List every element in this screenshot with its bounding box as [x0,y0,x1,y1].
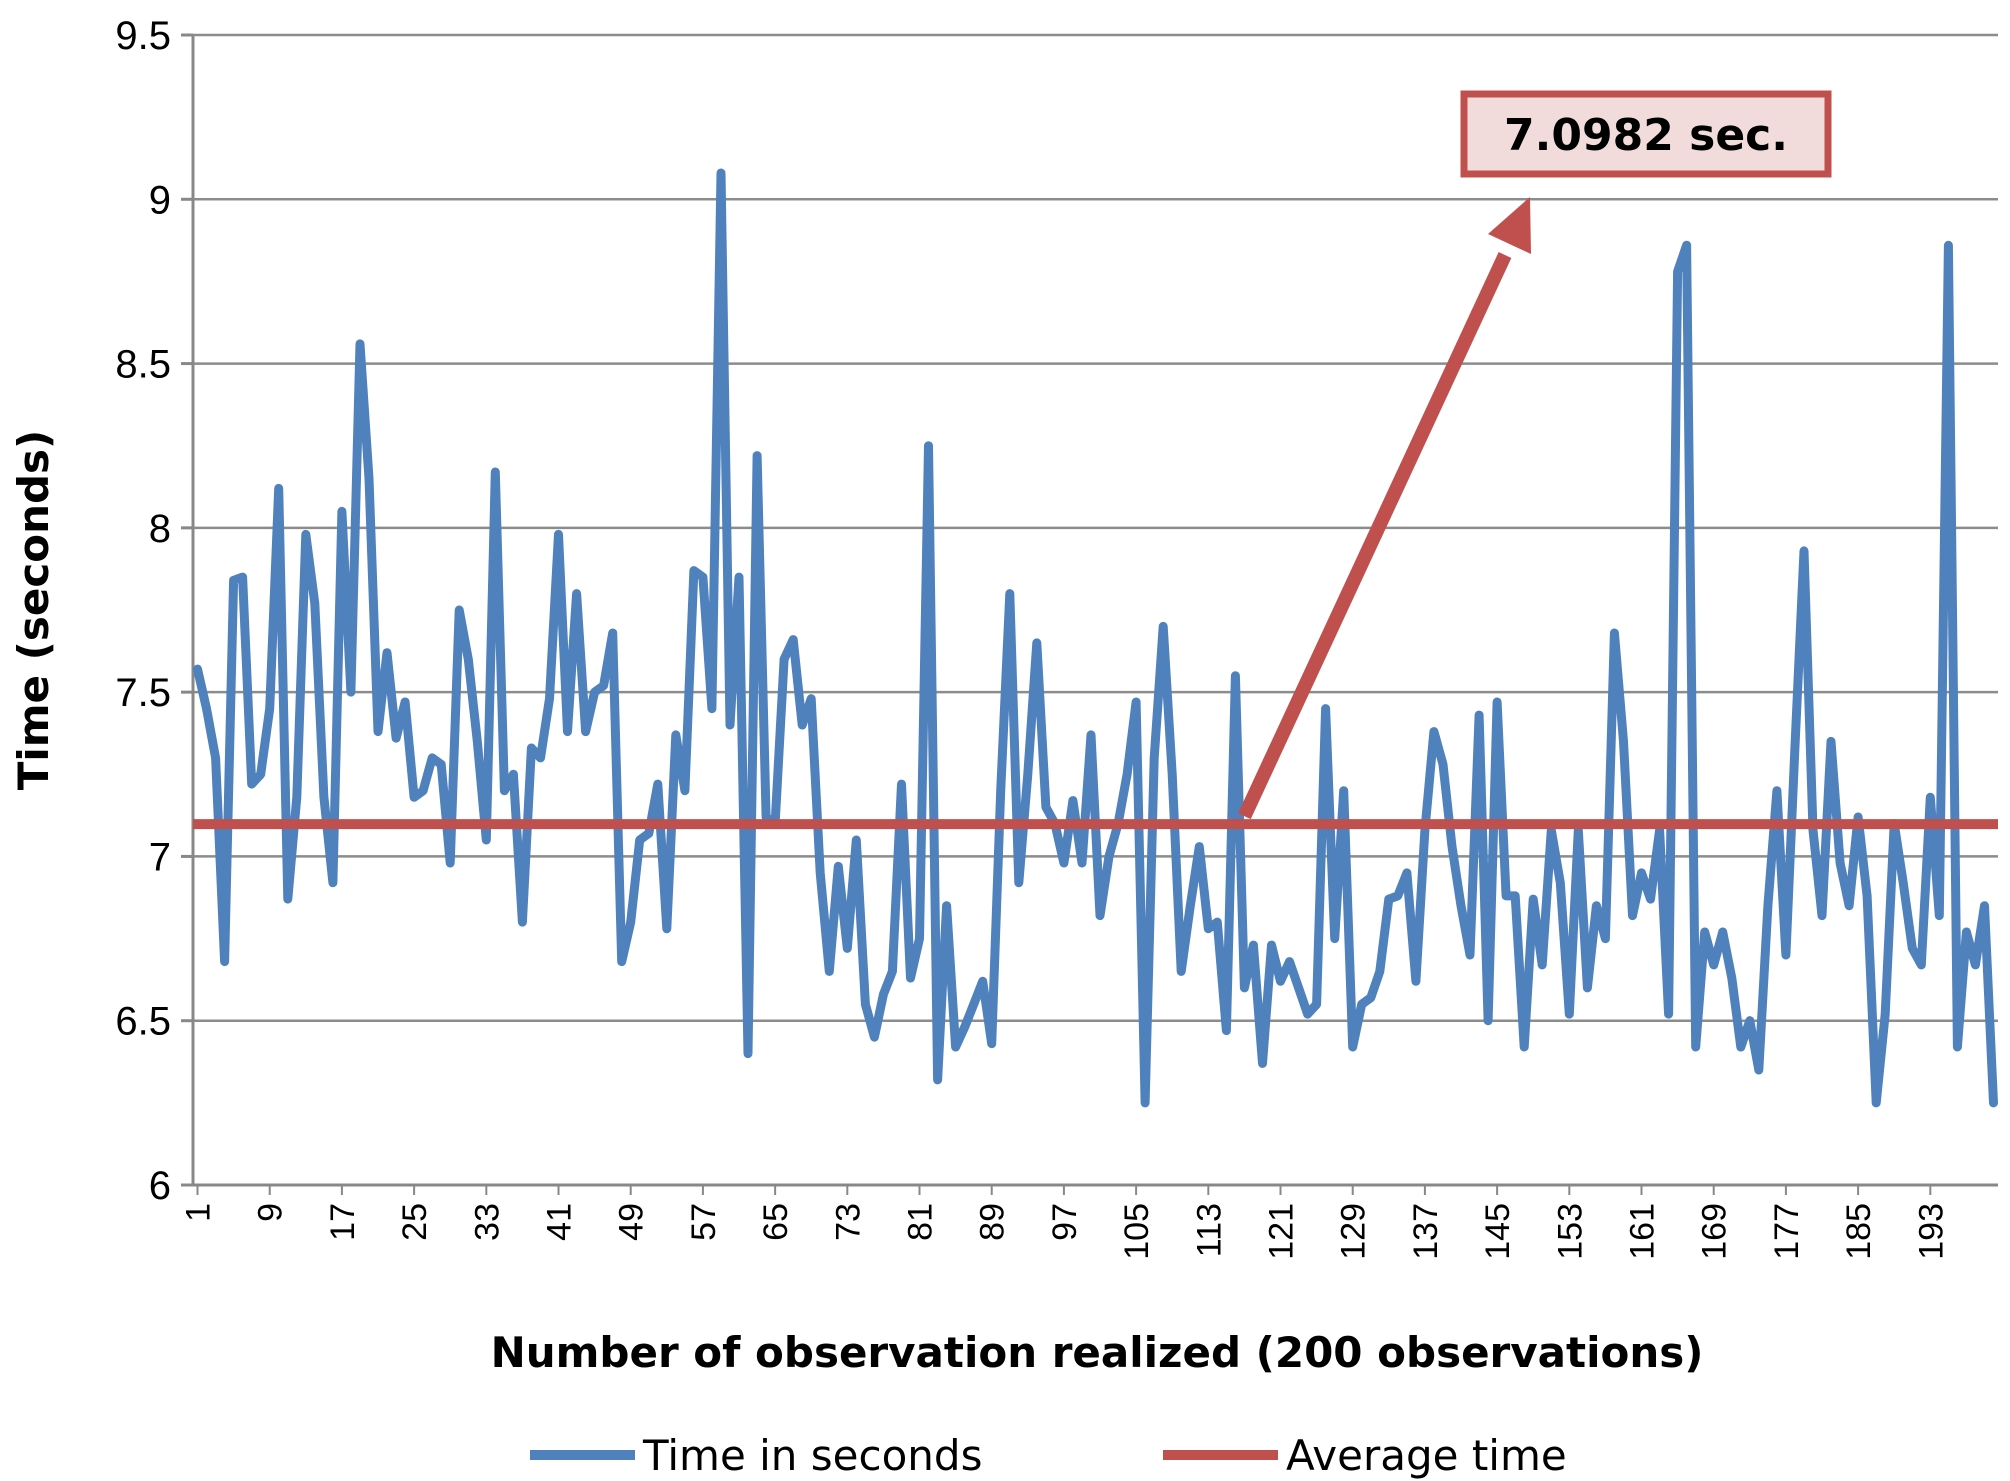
annotation-arrow [1238,252,1512,820]
x-tick-label: 121 [1263,1203,1301,1260]
annotation-box [1460,90,1832,178]
legend-label-average: Average time [1286,1431,1567,1480]
y-tick-label: 6 [149,1164,171,1208]
x-tick-label: 97 [1046,1203,1084,1241]
x-tick-label: 1 [180,1203,218,1222]
x-tick-label: 33 [468,1203,506,1241]
x-tick-label: 177 [1768,1203,1806,1260]
x-tick-label: 17 [324,1203,362,1241]
y-tick-label: 6.5 [115,1000,171,1044]
y-tick-label: 8 [149,507,171,551]
x-tick-label: 57 [685,1203,723,1241]
x-axis-ticks: 1 9 17 25 33 41 49 57 65 73 81 89 97 105 113 121 129 137 1… [180,1185,1950,1260]
x-tick-label: 129 [1335,1203,1373,1260]
x-tick-label: 105 [1118,1203,1156,1260]
annotation-arrowhead [1488,197,1531,254]
annotation-label: 7.0982 sec. [1504,110,1788,161]
x-tick-label: 161 [1624,1203,1662,1260]
x-tick-label: 73 [829,1203,867,1241]
y-tick-label: 9 [149,178,171,222]
x-tick-label: 89 [974,1203,1012,1241]
x-tick-label: 169 [1696,1203,1734,1260]
legend: Time in seconds Average time [530,1431,1567,1480]
x-tick-label: 65 [757,1203,795,1241]
x-tick-label: 49 [613,1203,651,1241]
x-axis-title: Number of observation realized (200 obse… [491,1328,1704,1377]
average-annotation: 7.0982 sec. [1238,90,1832,820]
x-tick-label: 81 [902,1203,940,1241]
x-tick-label: 193 [1912,1203,1950,1260]
legend-label-time: Time in seconds [642,1431,982,1480]
x-tick-label: 185 [1840,1203,1878,1260]
x-tick-label: 145 [1479,1203,1517,1260]
y-axis-title: Time (seconds) [9,430,58,791]
x-tick-label: 153 [1551,1203,1589,1260]
y-tick-label: 7.5 [115,671,171,715]
series-line-time [193,168,1998,1108]
y-tick-label: 9.5 [115,14,171,58]
y-tick-label: 7 [149,835,171,879]
x-tick-label: 41 [541,1203,579,1241]
x-tick-label: 9 [252,1203,290,1222]
y-tick-label: 8.5 [115,343,171,387]
x-tick-label: 113 [1190,1203,1228,1257]
x-tick-label: 137 [1407,1203,1445,1260]
y-axis-ticks: 6 6.5 7 7.5 8 8.5 9 9.5 [115,14,193,1208]
x-tick-label: 25 [396,1203,434,1241]
series-group [193,168,1998,1108]
